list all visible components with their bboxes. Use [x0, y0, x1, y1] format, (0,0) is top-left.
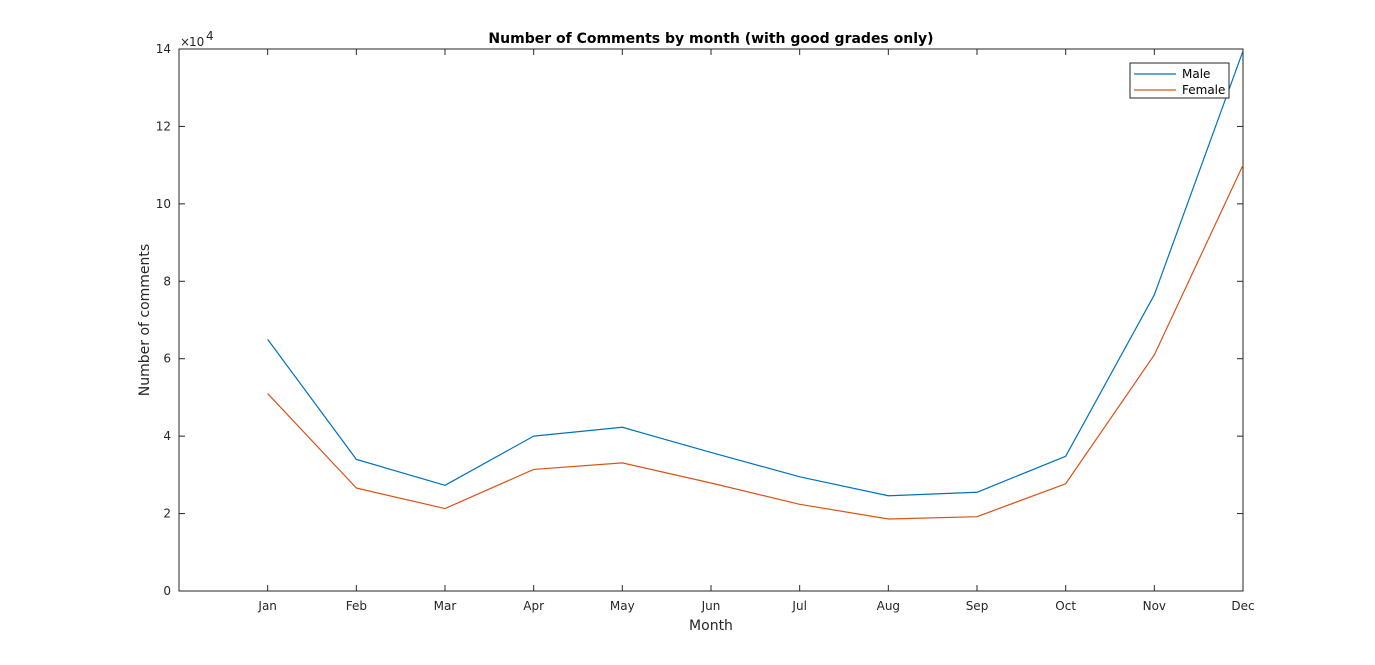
- x-tick-label: Dec: [1231, 599, 1254, 613]
- plot-area: [178, 48, 1244, 592]
- data-point-female: [710, 481, 713, 484]
- legend-label-male: Male: [1182, 67, 1210, 81]
- y-tick-label: 2: [163, 507, 171, 521]
- data-point-female: [887, 517, 890, 520]
- data-point-male: [976, 491, 979, 494]
- legend-box: [1129, 62, 1230, 99]
- multiplier-exponent: 4: [206, 29, 214, 43]
- data-point-male: [887, 494, 890, 497]
- data-point-female: [532, 468, 535, 471]
- data-point-female: [266, 392, 269, 395]
- data-point-male: [355, 458, 358, 461]
- data-point-female: [444, 507, 447, 510]
- data-point-male: [1153, 293, 1156, 296]
- data-point-female: [1153, 353, 1156, 356]
- y-axis-label: Number of comments: [137, 244, 153, 396]
- chart-title: Number of Comments by month (with good g…: [488, 31, 933, 47]
- x-tick-label: Apr: [523, 599, 544, 613]
- x-axis-ticks: Jan Feb Mar Apr May Jun Jul Aug Sep Oct Nov Dec: [257, 49, 1255, 613]
- x-tick-label: Aug: [877, 599, 900, 613]
- y-tick-label: 8: [163, 274, 171, 288]
- x-tick-label: Oct: [1055, 599, 1076, 613]
- y-tick-label: 14: [156, 42, 171, 56]
- data-point-male: [621, 426, 624, 429]
- data-point-female: [1064, 482, 1067, 485]
- axes-box: [178, 48, 1244, 592]
- y-tick-label: 12: [156, 119, 171, 133]
- data-point-female: [1242, 164, 1245, 167]
- multiplier-base: 10: [189, 35, 204, 49]
- x-tick-label: Sep: [966, 599, 989, 613]
- x-tick-label: May: [610, 599, 635, 613]
- series-line-male: [267, 50, 1244, 497]
- x-tick-label: Jun: [701, 599, 721, 613]
- legend-label-female: Female: [1182, 83, 1225, 97]
- data-point-female: [798, 503, 801, 506]
- data-point-female: [355, 487, 358, 490]
- data-point-male: [1064, 455, 1067, 458]
- y-tick-label: 4: [163, 429, 171, 443]
- x-tick-label: Nov: [1143, 599, 1166, 613]
- x-tick-label: Mar: [434, 599, 457, 613]
- x-axis-label: Month: [689, 618, 733, 634]
- data-point-male: [444, 484, 447, 487]
- legend: Male Female: [1129, 62, 1230, 99]
- series-line-female: [267, 164, 1244, 520]
- data-point-male: [266, 338, 269, 341]
- multiplier-prefix: ×: [180, 35, 190, 49]
- y-tick-label: 0: [163, 584, 171, 598]
- data-point-male: [532, 435, 535, 438]
- y-tick-label: 6: [163, 352, 171, 366]
- y-axis-ticks: 0 2 4 6 8 10 12 14: [156, 42, 1243, 598]
- series-layer: [266, 49, 1245, 520]
- data-point-male: [710, 451, 713, 454]
- data-point-female: [976, 515, 979, 518]
- x-tick-label: Jan: [257, 599, 277, 613]
- x-tick-label: Feb: [346, 599, 367, 613]
- data-point-male: [798, 475, 801, 478]
- y-tick-label: 10: [156, 197, 171, 211]
- data-point-male: [1242, 49, 1245, 52]
- y-axis-multiplier: × 10 4: [180, 29, 214, 49]
- data-point-female: [621, 461, 624, 464]
- x-tick-label: Jul: [791, 599, 806, 613]
